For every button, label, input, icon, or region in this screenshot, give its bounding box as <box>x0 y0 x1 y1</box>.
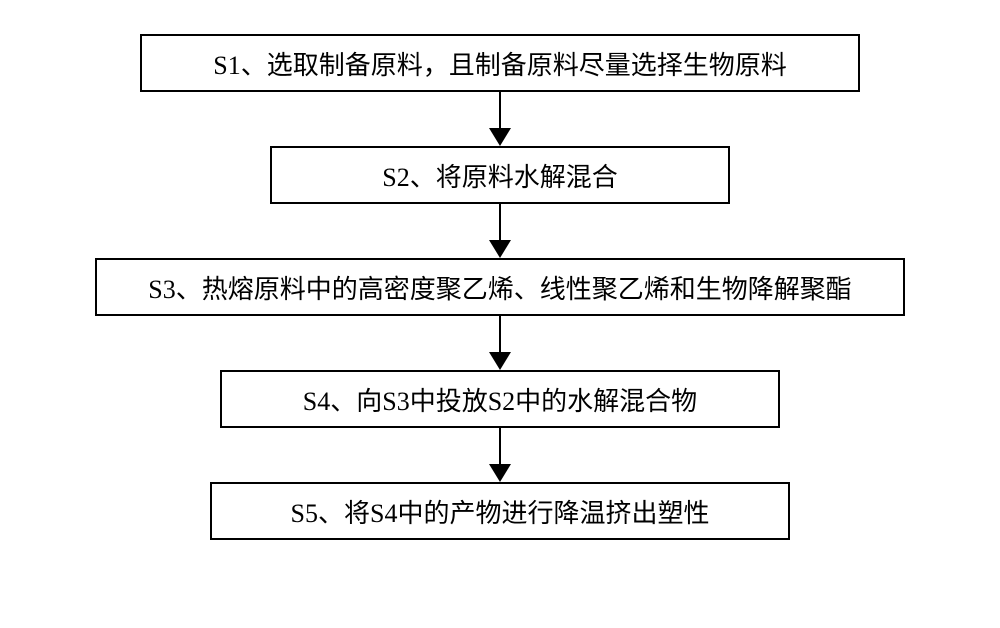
step-box-s5: S5、将S4中的产物进行降温挤出塑性 <box>210 482 790 540</box>
step-label: S2、将原料水解混合 <box>382 157 617 194</box>
arrow-head-icon <box>489 464 511 482</box>
step-label: S4、向S3中投放S2中的水解混合物 <box>303 381 697 418</box>
step-label: S5、将S4中的产物进行降温挤出塑性 <box>291 493 710 530</box>
step-label: S1、选取制备原料，且制备原料尽量选择生物原料 <box>213 45 786 82</box>
arrow-line <box>499 92 501 128</box>
step-label: S3、热熔原料中的高密度聚乙烯、线性聚乙烯和生物降解聚酯 <box>148 269 851 306</box>
arrow-line <box>499 316 501 352</box>
arrow-icon <box>489 204 511 258</box>
arrow-line <box>499 204 501 240</box>
step-box-s3: S3、热熔原料中的高密度聚乙烯、线性聚乙烯和生物降解聚酯 <box>95 258 905 316</box>
arrow-icon <box>489 316 511 370</box>
step-box-s1: S1、选取制备原料，且制备原料尽量选择生物原料 <box>140 34 860 92</box>
arrow-icon <box>489 92 511 146</box>
step-box-s4: S4、向S3中投放S2中的水解混合物 <box>220 370 780 428</box>
arrow-line <box>499 428 501 464</box>
arrow-head-icon <box>489 240 511 258</box>
flowchart-container: S1、选取制备原料，且制备原料尽量选择生物原料 S2、将原料水解混合 S3、热熔… <box>95 34 905 540</box>
arrow-icon <box>489 428 511 482</box>
arrow-head-icon <box>489 352 511 370</box>
step-box-s2: S2、将原料水解混合 <box>270 146 730 204</box>
arrow-head-icon <box>489 128 511 146</box>
